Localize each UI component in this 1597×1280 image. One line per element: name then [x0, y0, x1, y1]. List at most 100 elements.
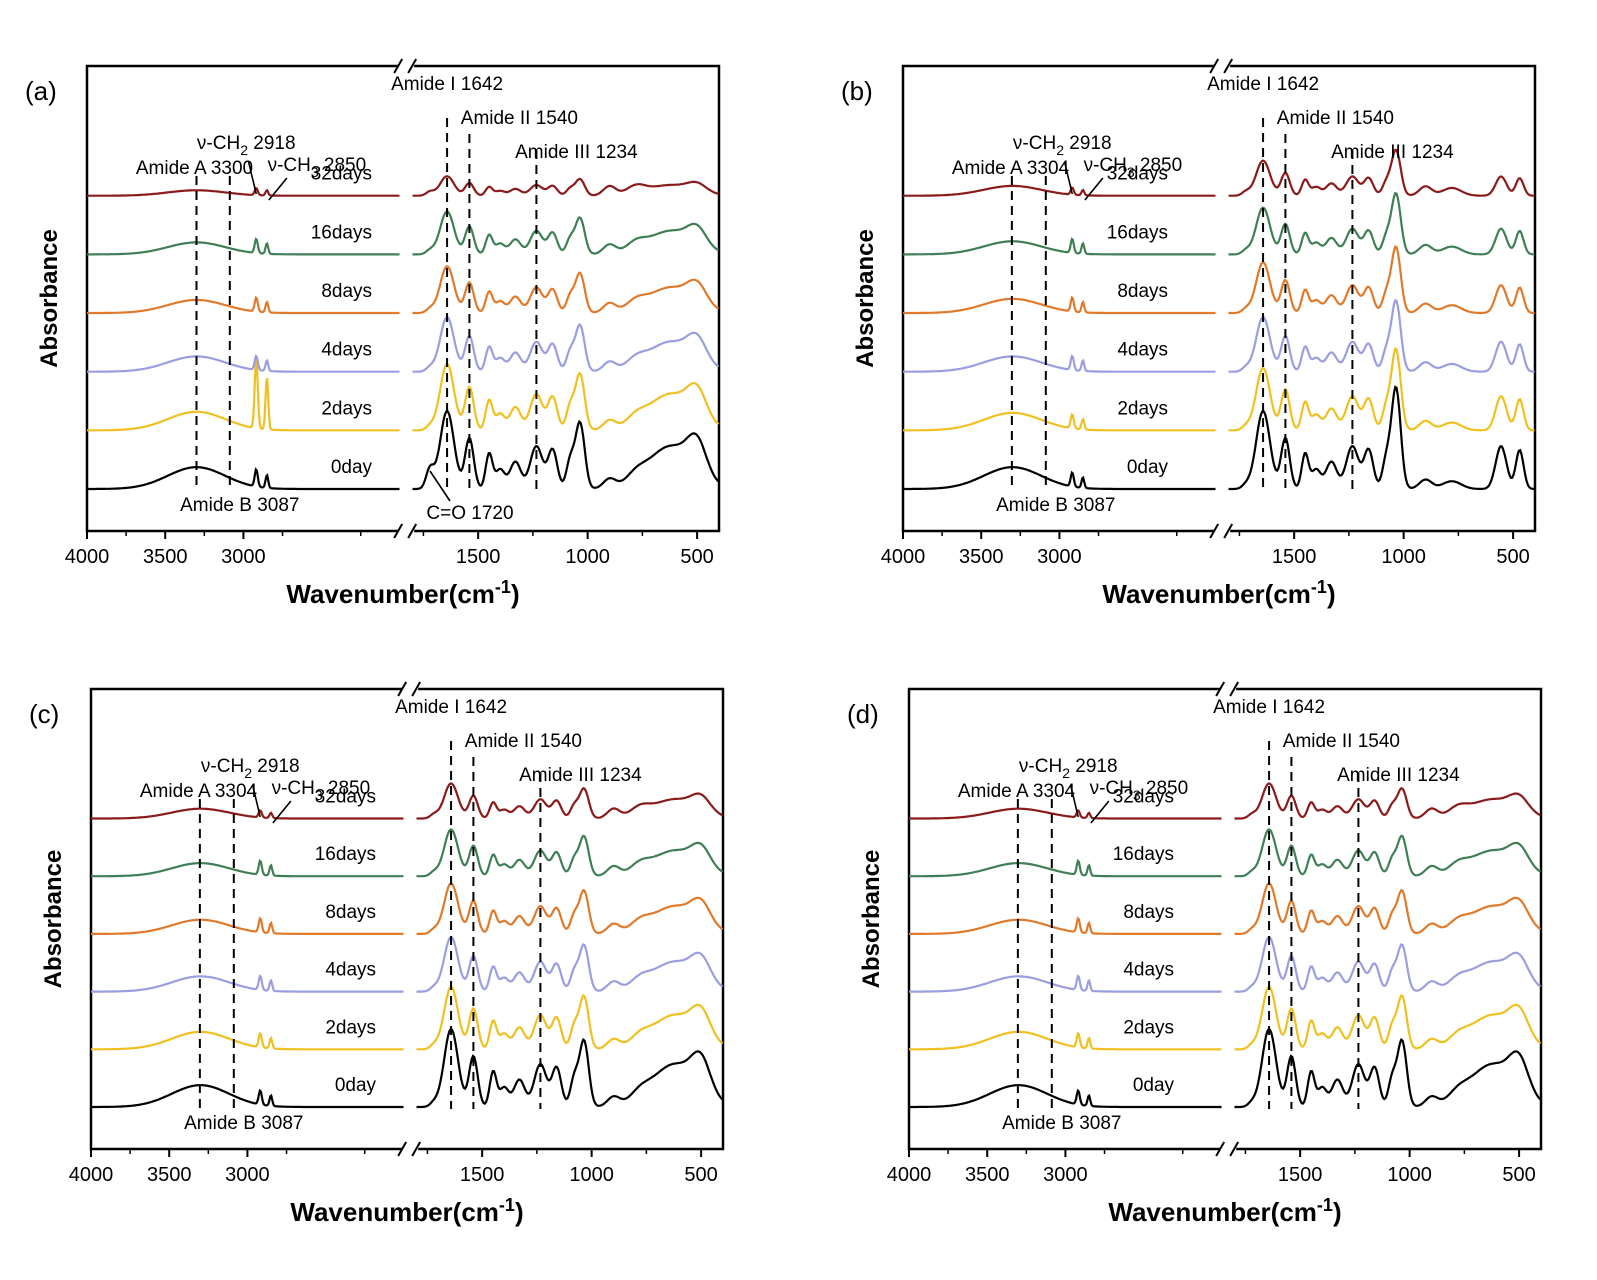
series-line-8days	[903, 295, 1216, 315]
series-label: 2days	[1117, 398, 1168, 419]
panel-c: (c) Absorbance Wavenumber(cm-1) 4000 3500 300…	[29, 681, 725, 1227]
axis-break-mark	[411, 1141, 422, 1157]
series-label: 32days	[1113, 787, 1174, 808]
x-tick-label: 1500	[1272, 546, 1317, 568]
y-axis-label: Absorbance	[852, 229, 879, 368]
series-label: 4days	[321, 340, 372, 361]
axis-break-mark	[1209, 58, 1220, 74]
series-line-2days	[412, 362, 720, 432]
series-label: 16days	[1113, 844, 1174, 865]
x-axis-label: Wavenumber(cm-1)	[1108, 1195, 1341, 1227]
x-tick-label: 3000	[1043, 1164, 1088, 1186]
annotation-amide-ii: Amide II 1540	[1277, 108, 1394, 129]
series-line-4days	[909, 974, 1222, 993]
series-line-4days	[1228, 298, 1535, 373]
annotation-ch3: ν-CH3 2850	[272, 778, 371, 803]
series-label: 4days	[325, 960, 376, 981]
annotation-ch2: ν-CH2 2918	[201, 756, 300, 781]
panel-d: (d) Absorbance Wavenumber(cm-1) 4000 3500 300…	[847, 681, 1543, 1227]
series-line-16days	[1234, 828, 1542, 878]
plot-frame	[89, 687, 725, 1151]
annotation-amide-b: Amide B 3087	[996, 495, 1115, 516]
y-axis-label: Absorbance	[858, 850, 885, 989]
axis-break-mark	[1215, 1141, 1226, 1157]
series-line-0day	[1234, 1027, 1542, 1109]
annotation-amide-iii: Amide III 1234	[519, 765, 642, 786]
series-line-2days	[909, 1030, 1222, 1051]
x-tick-label: 1000	[1381, 546, 1426, 568]
series-line-32days	[909, 807, 1222, 820]
axis-break-mark	[1223, 58, 1234, 74]
x-tick-label: 3000	[1037, 546, 1082, 568]
series-line-16days	[416, 828, 724, 878]
x-tick-label: 4000	[65, 546, 110, 568]
series-line-0day	[416, 1027, 724, 1109]
x-tick-label: 1000	[569, 1164, 614, 1186]
annotation-amide-a: Amide A 3300	[136, 158, 253, 179]
series-line-0day	[87, 466, 400, 491]
y-axis-label: Absorbance	[36, 229, 63, 368]
series-line-32days	[903, 184, 1216, 197]
annotation-amide-b: Amide B 3087	[180, 495, 299, 516]
series-line-4days	[91, 974, 404, 993]
series-line-8days	[1234, 882, 1542, 935]
series-label: 4days	[1117, 340, 1168, 361]
annotation-amide-a: Amide A 3304	[958, 781, 1076, 802]
axis-break-mark	[1229, 1141, 1240, 1157]
x-tick-label: 3500	[143, 546, 188, 568]
x-axis-label: Wavenumber(cm-1)	[290, 1195, 523, 1227]
arrow-ch2	[251, 784, 262, 818]
x-tick-label: 1000	[1387, 1164, 1432, 1186]
series-line-32days	[416, 782, 724, 820]
series-line-8days	[87, 295, 400, 315]
x-tick-label: 1500	[1278, 1164, 1323, 1186]
panel-label: (c)	[29, 699, 59, 729]
plot-frame	[901, 64, 1537, 533]
x-tick-label: 500	[684, 1164, 717, 1186]
x-axis-label: Wavenumber(cm-1)	[1102, 577, 1335, 609]
panel-b: (b) Absorbance Wavenumber(cm-1) 4000 3500 300…	[841, 58, 1537, 609]
series-line-16days	[1228, 191, 1535, 256]
series-line-2days	[87, 359, 400, 432]
series-line-0day	[903, 466, 1216, 491]
y-axis-label: Absorbance	[40, 850, 67, 989]
series-label: 0day	[331, 457, 373, 478]
annotation-amide-i: Amide I 1642	[391, 74, 503, 95]
x-tick-label: 3000	[225, 1164, 270, 1186]
axis-break-mark	[407, 58, 418, 74]
series-line-2days	[416, 985, 724, 1051]
series-label: 0day	[335, 1075, 377, 1096]
axis-break-mark	[397, 681, 408, 697]
series-label: 8days	[325, 902, 376, 923]
series-line-16days	[91, 858, 404, 878]
x-tick-label: 4000	[881, 546, 926, 568]
annotation-amide-i: Amide I 1642	[395, 697, 507, 718]
x-tick-label: 3500	[959, 546, 1004, 568]
plot-frame	[907, 687, 1543, 1151]
series-label: 2days	[325, 1017, 376, 1038]
series-line-0day	[909, 1084, 1222, 1109]
series-line-4days	[903, 353, 1216, 373]
panel-a: (a) Absorbance Wavenumber(cm-1) 4000 3500 300…	[25, 58, 721, 609]
x-tick-label: 3500	[965, 1164, 1010, 1186]
annotation-amide-iii: Amide III 1234	[1331, 142, 1454, 163]
series-line-0day	[412, 409, 720, 491]
x-tick-label: 3500	[147, 1164, 192, 1186]
series-line-4days	[412, 315, 720, 373]
x-tick-label: 500	[680, 546, 713, 568]
series-line-8days	[1228, 245, 1535, 315]
series-label: 16days	[311, 222, 372, 243]
series-label: 32days	[311, 164, 372, 185]
axis-break-mark	[1229, 681, 1240, 697]
arrow-co	[429, 470, 451, 502]
series-label: 4days	[1123, 960, 1174, 981]
series-line-16days	[909, 858, 1222, 878]
annotation-co: C=O 1720	[426, 503, 513, 524]
arrow-ch3	[1084, 177, 1104, 201]
series-line-8days	[416, 882, 724, 935]
panel-label: (b)	[841, 76, 873, 106]
series-label: 16days	[1107, 222, 1168, 243]
series-line-4days	[87, 353, 400, 373]
series-line-32days	[91, 807, 404, 820]
